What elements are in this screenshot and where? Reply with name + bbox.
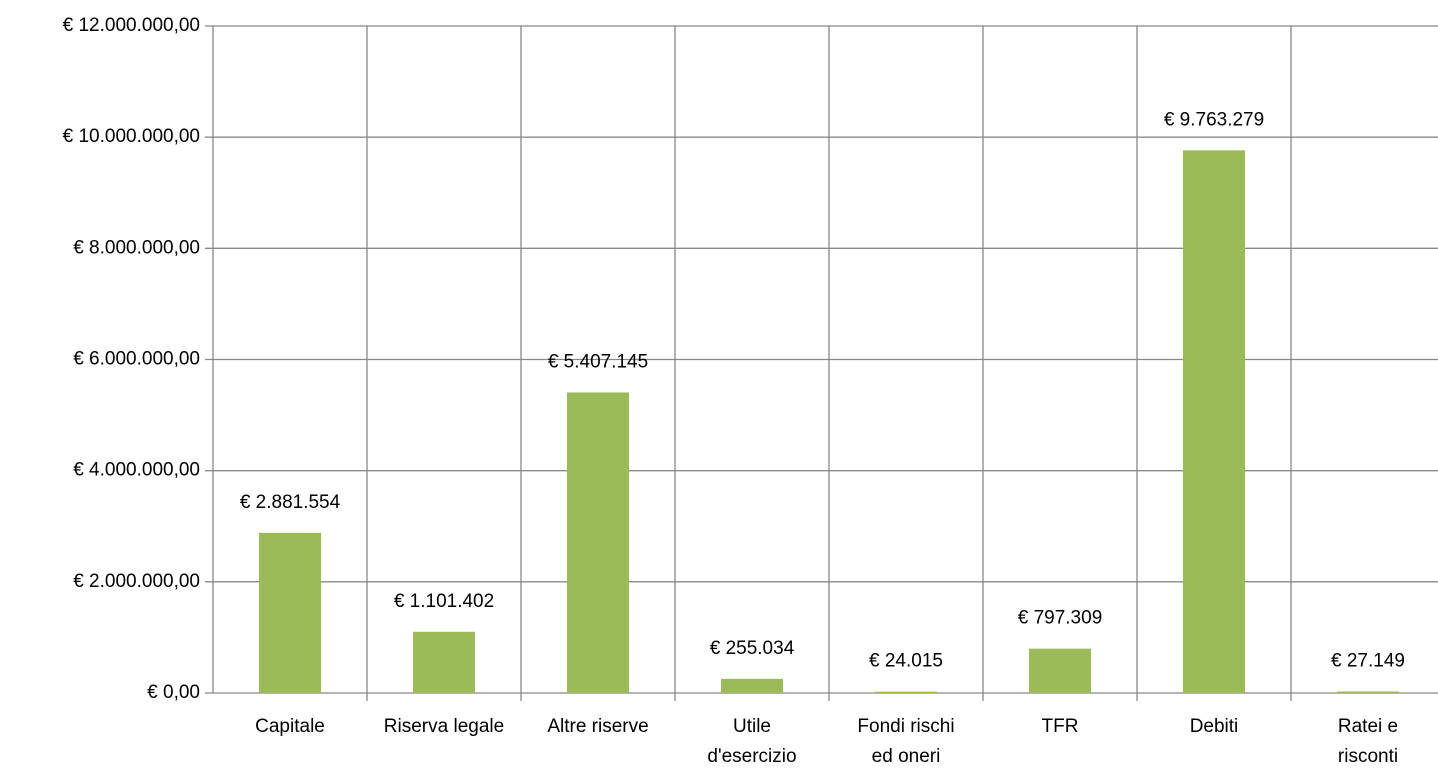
x-tick-label: Debiti [1189, 716, 1239, 737]
value-label: € 9.763.279 [1164, 109, 1264, 130]
value-label: € 797.309 [1018, 608, 1103, 629]
value-label: € 5.407.145 [548, 351, 648, 372]
y-tick-label: € 6.000.000,00 [73, 349, 200, 370]
value-label: € 2.881.554 [240, 492, 341, 513]
bar [875, 691, 937, 693]
y-tick-label: € 4.000.000,00 [73, 460, 200, 481]
bar [413, 631, 475, 693]
bar [721, 678, 783, 693]
bar [1029, 648, 1091, 693]
y-tick-label: € 12.000.000,00 [63, 15, 200, 36]
x-tick-label: Utile d'esercizio [707, 716, 797, 767]
x-tick-label: TFR [1041, 716, 1079, 737]
value-label: € 27.149 [1331, 651, 1405, 672]
x-tick-label: Fondi rischi ed oneri [857, 716, 955, 767]
bar [1337, 691, 1399, 693]
x-tick-label: Capitale [255, 716, 325, 737]
y-tick-label: € 8.000.000,00 [73, 237, 200, 258]
bar [1183, 150, 1245, 693]
bar [259, 532, 321, 693]
x-tick-label: Ratei e risconti [1337, 716, 1399, 767]
y-tick-label: € 0,00 [147, 682, 200, 703]
bar [567, 392, 629, 693]
value-label: € 24.015 [869, 651, 943, 672]
value-label: € 1.101.402 [394, 591, 494, 612]
y-tick-label: € 2.000.000,00 [73, 571, 200, 592]
x-tick-label: Altre riserve [547, 716, 649, 737]
value-label: € 255.034 [710, 638, 795, 659]
x-tick-label: Riserva legale [383, 716, 505, 737]
y-tick-label: € 10.000.000,00 [63, 126, 200, 147]
